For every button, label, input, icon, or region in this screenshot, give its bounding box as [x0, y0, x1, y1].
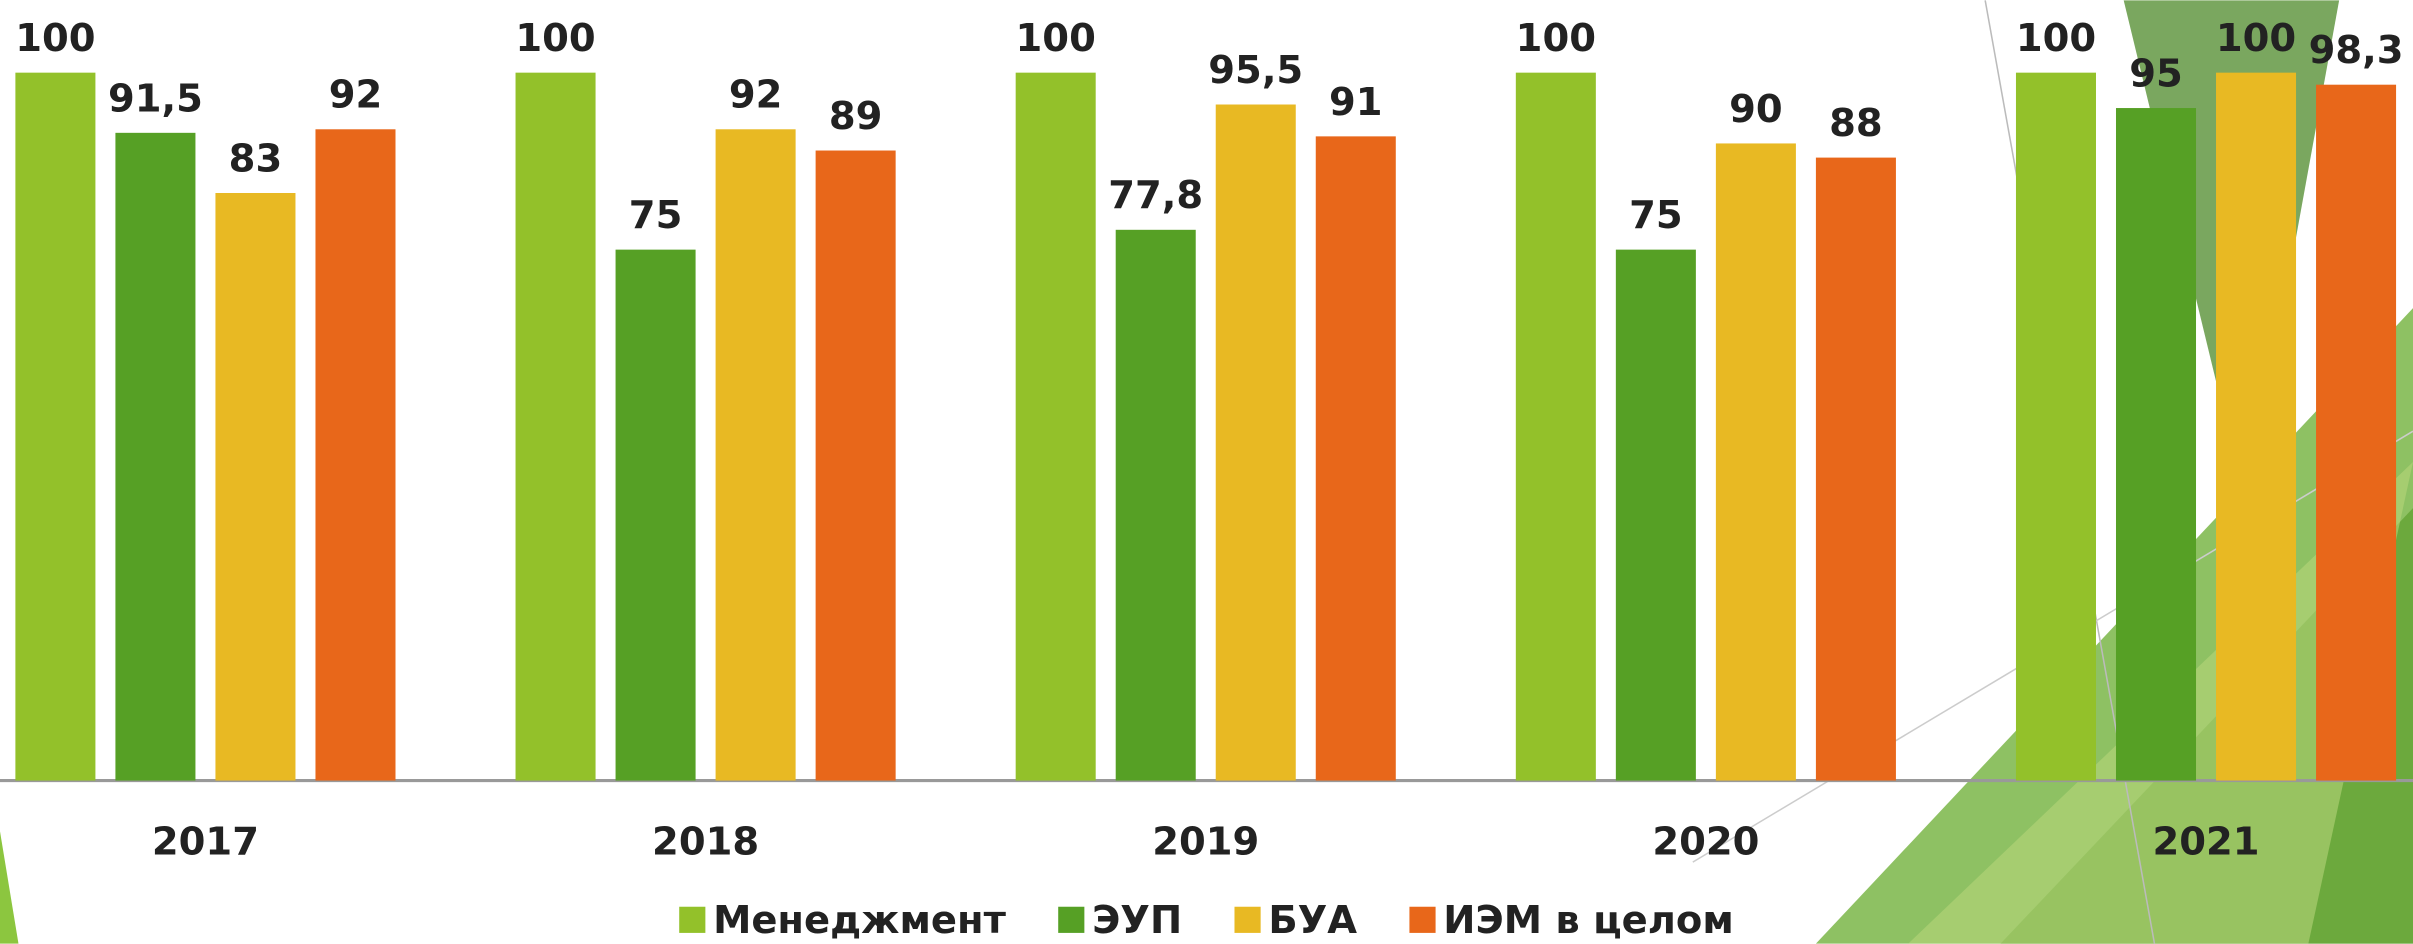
bar	[716, 129, 796, 780]
value-label: 75	[1629, 193, 1683, 238]
bar	[2116, 108, 2196, 781]
value-label: 100	[1016, 16, 1096, 61]
legend-swatch	[1234, 907, 1260, 933]
bar	[1116, 230, 1196, 781]
bar	[1616, 250, 1696, 781]
value-label: 91,5	[108, 76, 203, 121]
bar	[215, 193, 295, 781]
value-label: 100	[2016, 16, 2096, 61]
bar	[616, 250, 696, 781]
value-label: 88	[1829, 101, 1883, 146]
value-label: 95,5	[1208, 48, 1303, 93]
bar	[516, 73, 596, 781]
value-label: 100	[1516, 16, 1596, 61]
legend-label: БУА	[1268, 898, 1357, 943]
value-label: 92	[729, 73, 783, 118]
bar	[1016, 73, 1096, 781]
page: 100 91,5 83 92 2017 100 75 92 89 2018 100 77,8 95,5 9…	[0, 0, 2413, 944]
bar	[1216, 105, 1296, 781]
value-label: 100	[15, 16, 95, 61]
bar	[15, 73, 95, 781]
bar	[1516, 73, 1596, 781]
x-tick-label: 2017	[152, 819, 259, 864]
bar	[315, 129, 395, 780]
bar	[1816, 158, 1896, 781]
value-label: 100	[515, 16, 595, 61]
value-label: 92	[329, 73, 383, 118]
bar	[115, 133, 195, 781]
legend-swatch	[1058, 907, 1084, 933]
bar	[1716, 143, 1796, 780]
bar	[2316, 85, 2396, 781]
bar	[2016, 73, 2096, 781]
value-label: 98,3	[2309, 28, 2404, 73]
x-tick-label: 2018	[652, 819, 759, 864]
value-label: 83	[229, 136, 283, 181]
x-tick-label: 2019	[1152, 819, 1259, 864]
bar	[2216, 73, 2296, 781]
value-label: 77,8	[1108, 173, 1203, 218]
value-label: 100	[2216, 16, 2296, 61]
bar	[1316, 136, 1396, 780]
value-label: 91	[1329, 80, 1383, 125]
value-label: 95	[2129, 52, 2183, 97]
legend-label: Менеджмент	[713, 898, 1007, 943]
legend-swatch	[1409, 907, 1435, 933]
value-label: 89	[829, 94, 883, 139]
value-label: 75	[629, 193, 683, 238]
legend-label: ИЭМ в целом	[1443, 898, 1734, 943]
chart: 100 91,5 83 92 2017 100 75 92 89 2018 100 77,8 95,5 9…	[0, 0, 2413, 944]
x-tick-label: 2020	[1652, 819, 1759, 864]
legend-swatch	[679, 907, 705, 933]
x-tick-label: 2021	[2152, 819, 2259, 864]
value-label: 90	[1729, 87, 1783, 132]
bar	[816, 151, 896, 781]
legend-label: ЭУП	[1092, 898, 1182, 943]
